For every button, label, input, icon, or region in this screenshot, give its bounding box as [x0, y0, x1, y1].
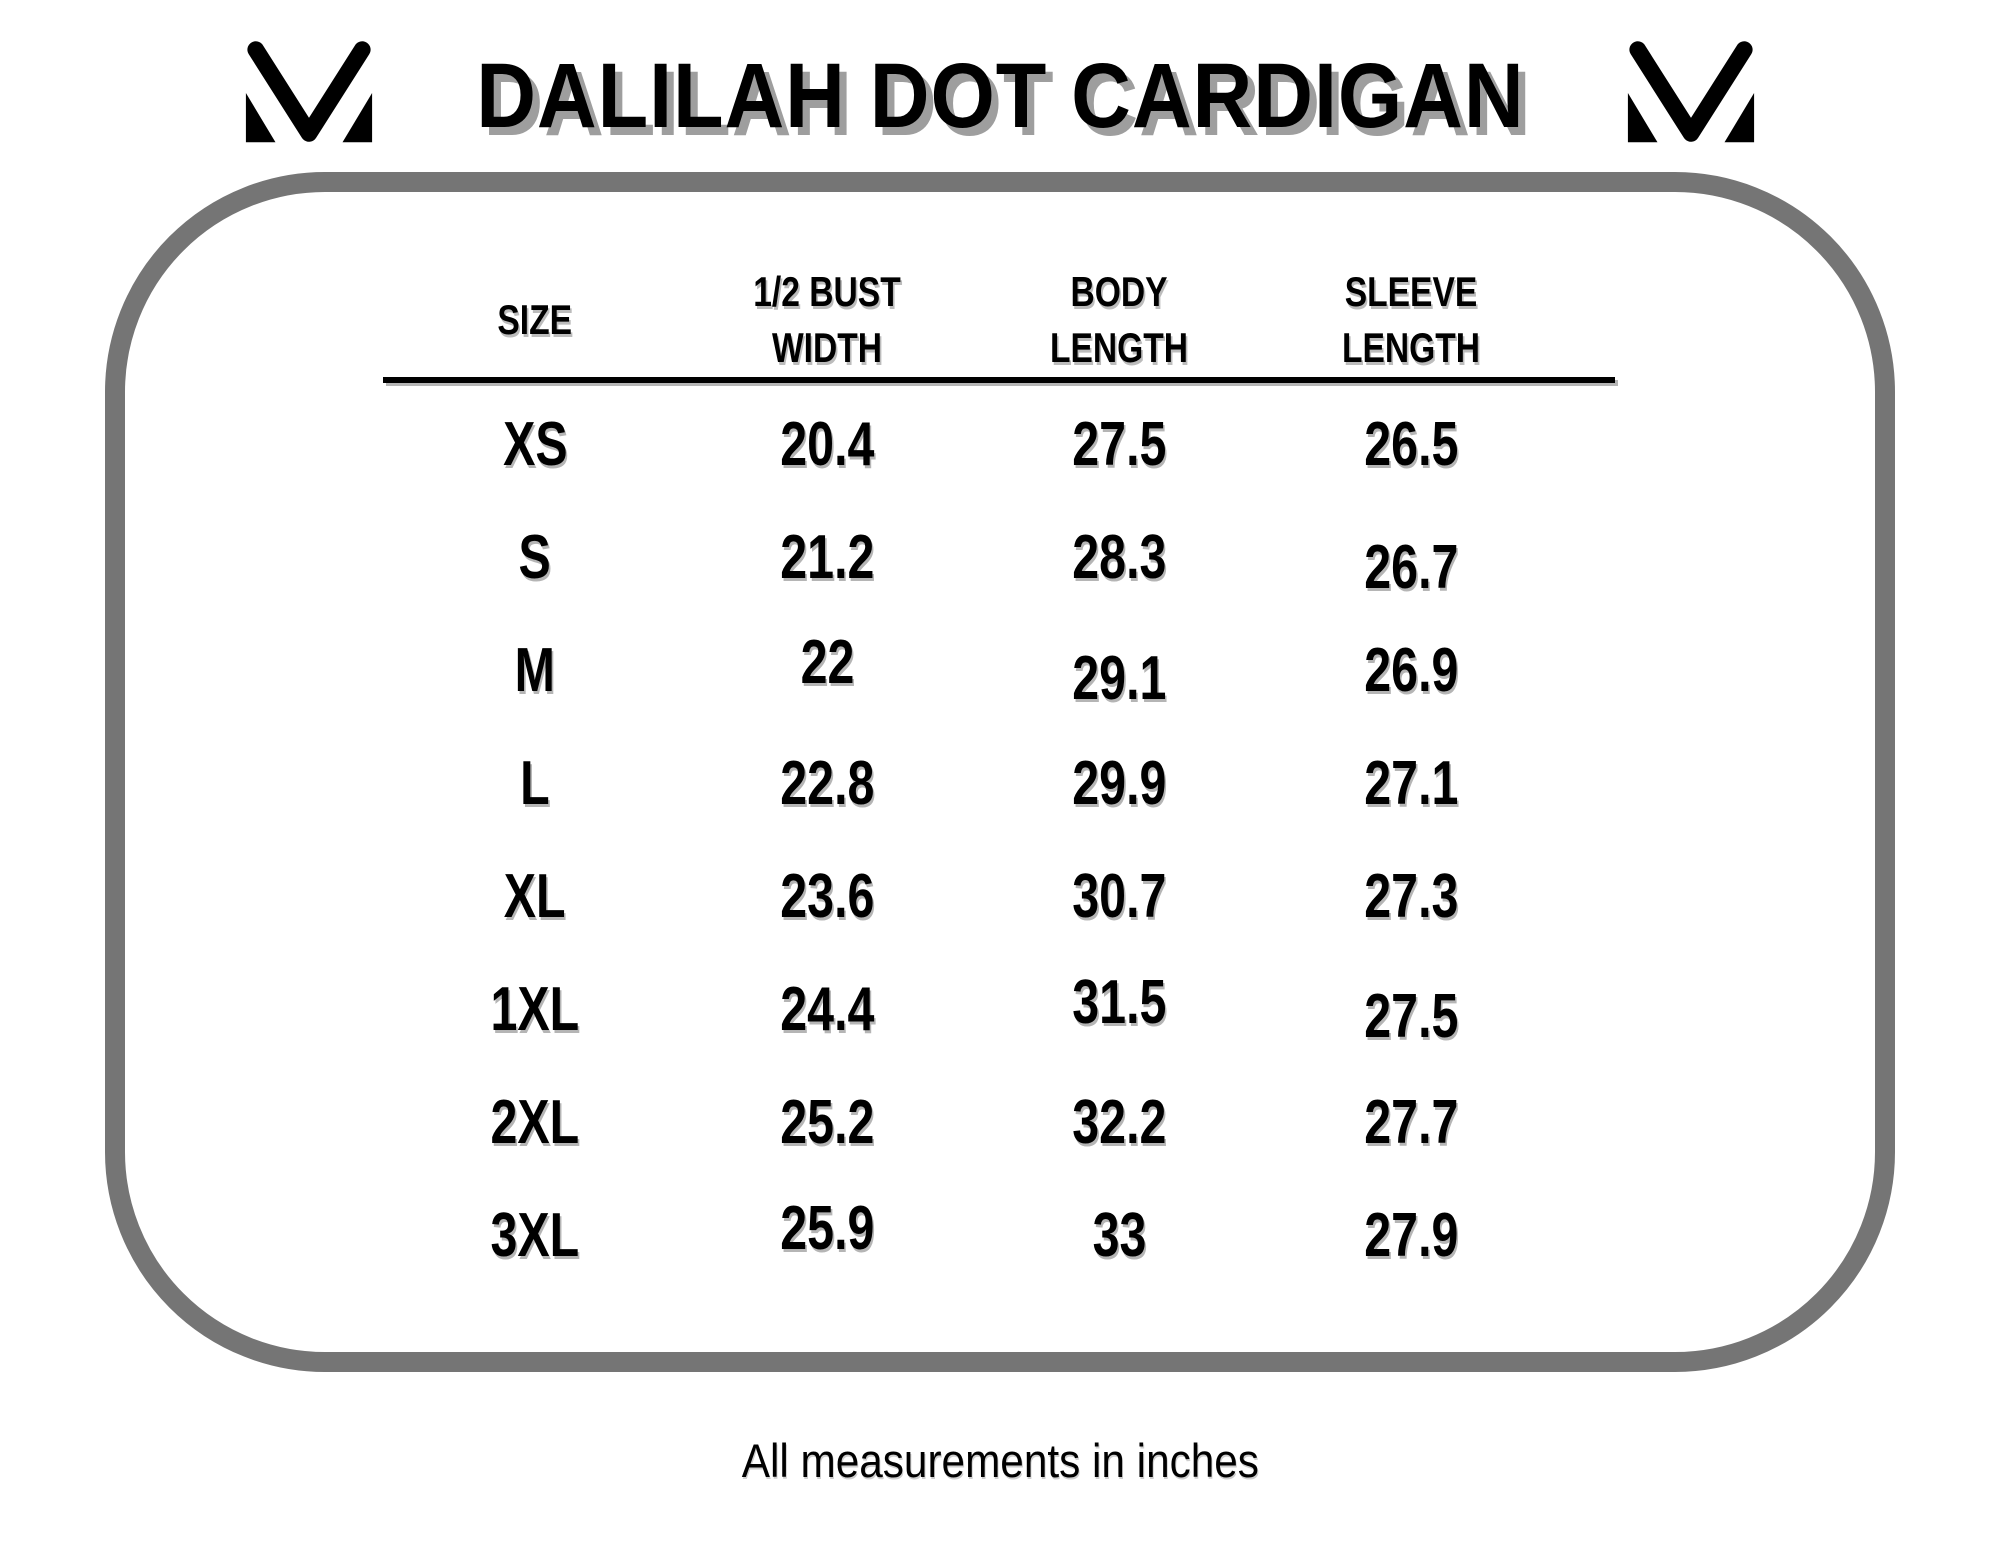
cell-sleeve-length: 27.7: [1363, 1088, 1459, 1157]
header: DALILAH DOT CARDIGAN: [0, 28, 2000, 164]
cell-body-length: 29.9: [1071, 749, 1167, 818]
cell-size: L: [520, 749, 550, 818]
measurements-footnote: All measurements in inches: [741, 1434, 1259, 1487]
cell-size: M: [514, 636, 556, 705]
cell-bust-width: 22.8: [779, 749, 875, 818]
cell-bust-width: 22: [800, 628, 854, 697]
cell-size: XS: [502, 410, 568, 479]
cell-sleeve-length: 26.5: [1363, 410, 1459, 479]
cell-size: S: [518, 523, 552, 592]
cell-bust-width: 21.2: [779, 523, 875, 592]
cell-sleeve-length: 27.9: [1363, 1201, 1459, 1270]
cell-size: 3XL: [490, 1201, 580, 1270]
cell-bust-width: 20.4: [779, 410, 875, 479]
column-header-sleeve-length: SLEEVE LENGTH: [1341, 268, 1481, 371]
cell-body-length: 29.1: [1071, 644, 1167, 713]
cell-body-length: 28.3: [1071, 523, 1167, 592]
cell-size: XL: [504, 862, 566, 931]
cell-sleeve-length: 27.1: [1363, 749, 1459, 818]
cell-bust-width: 25.9: [779, 1194, 875, 1263]
cell-body-length: 32.2: [1071, 1088, 1167, 1157]
size-chart-table: SIZE 1/2 BUST WIDTH BODY LENGTH SLEEVE L…: [389, 252, 1557, 1292]
page-title: DALILAH DOT CARDIGAN: [475, 44, 1525, 147]
cell-body-length: 33: [1092, 1201, 1146, 1270]
cell-bust-width: 25.2: [779, 1088, 875, 1157]
brand-logo-left-icon: [240, 38, 378, 155]
column-header-half-bust-width: 1/2 BUST WIDTH: [753, 268, 901, 371]
cell-sleeve-length: 27.5: [1363, 982, 1459, 1051]
cell-size: 2XL: [490, 1088, 580, 1157]
cell-bust-width: 24.4: [779, 975, 875, 1044]
column-header-body-length: BODY LENGTH: [1049, 268, 1189, 371]
cell-size: 1XL: [490, 975, 580, 1044]
rounded-frame: [105, 172, 1895, 1372]
cell-sleeve-length: 26.9: [1363, 636, 1459, 705]
cell-body-length: 27.5: [1071, 410, 1167, 479]
cell-body-length: 30.7: [1071, 862, 1167, 931]
header-divider-line: [383, 377, 1615, 383]
cell-sleeve-length: 27.3: [1363, 862, 1459, 931]
cell-body-length: 31.5: [1071, 968, 1167, 1037]
brand-logo-right-icon: [1622, 38, 1760, 155]
cell-sleeve-length: 26.7: [1363, 533, 1459, 602]
column-header-size: SIZE: [497, 296, 573, 344]
cell-bust-width: 23.6: [779, 862, 875, 931]
